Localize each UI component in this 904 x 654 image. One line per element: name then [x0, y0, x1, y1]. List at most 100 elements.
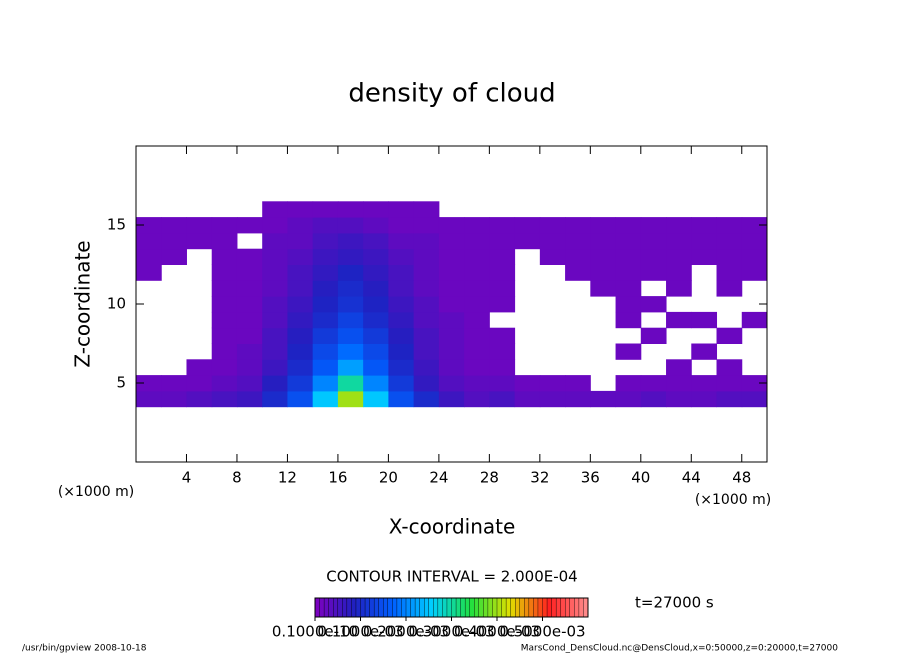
- cell: [539, 232, 566, 250]
- x-tick-label: 8: [232, 469, 242, 487]
- cell: [640, 296, 667, 313]
- cell: [136, 217, 162, 234]
- x-tick-label: 40: [631, 469, 650, 487]
- cell: [640, 217, 667, 234]
- cell: [615, 390, 642, 408]
- cell: [590, 280, 617, 297]
- cell: [413, 343, 440, 360]
- cell: [262, 264, 288, 281]
- cell: [590, 264, 617, 281]
- cell: [363, 217, 389, 234]
- cell: [489, 232, 516, 250]
- x-unit: (×1000 m): [695, 492, 771, 508]
- cell: [262, 311, 288, 329]
- cell: [413, 311, 440, 329]
- cell: [666, 375, 692, 392]
- colorbar-band: [337, 597, 343, 618]
- colorbar-band: [364, 597, 371, 618]
- cell: [287, 217, 314, 234]
- cell: [464, 232, 490, 250]
- colorbar-band: [383, 597, 389, 618]
- cell: [438, 343, 465, 360]
- cell: [716, 375, 743, 392]
- cell: [565, 264, 591, 281]
- cell: [211, 280, 238, 297]
- colorbar-band: [342, 597, 348, 618]
- contour-interval: CONTOUR INTERVAL = 2.000E-04: [326, 568, 577, 586]
- cell: [691, 390, 718, 408]
- cell: [438, 375, 465, 392]
- cell: [236, 264, 263, 281]
- cell: [211, 343, 238, 360]
- cell: [413, 232, 440, 250]
- cell: [514, 232, 541, 250]
- colorbar-band: [492, 597, 498, 618]
- cell: [312, 343, 339, 360]
- cell: [388, 375, 415, 392]
- cell: [438, 217, 465, 234]
- colorbar-band: [401, 597, 407, 618]
- cell: [262, 375, 288, 392]
- cell: [489, 375, 516, 392]
- cell: [666, 280, 692, 297]
- cell: [262, 248, 288, 265]
- colorbar-band: [551, 597, 557, 618]
- colorbar-band: [569, 597, 575, 618]
- cell: [262, 359, 288, 376]
- cell: [615, 311, 642, 329]
- cell: [363, 390, 389, 408]
- cell: [363, 232, 389, 250]
- colorbar-band: [428, 597, 434, 618]
- cell: [363, 201, 389, 218]
- cell: [590, 248, 617, 265]
- cell: [363, 359, 389, 376]
- cell: [161, 390, 187, 408]
- cell: [615, 280, 642, 297]
- cell: [211, 232, 238, 250]
- cell: [514, 217, 541, 234]
- colorbar-band: [319, 597, 325, 618]
- x-tick-label: 44: [682, 469, 701, 487]
- cell: [287, 390, 314, 408]
- colorbar-band: [314, 597, 321, 618]
- cell: [438, 359, 465, 376]
- cell: [716, 359, 743, 376]
- cell: [741, 248, 768, 265]
- colorbar-band: [560, 597, 566, 618]
- cell: [211, 296, 238, 313]
- cell: [413, 327, 440, 344]
- cell: [262, 232, 288, 250]
- cell: [539, 217, 566, 234]
- cell: [363, 311, 389, 329]
- cell: [741, 232, 768, 250]
- cell: [489, 280, 516, 297]
- cell: [489, 343, 516, 360]
- cell: [287, 232, 314, 250]
- cell: [388, 217, 415, 234]
- colorbar-tick-label: 0.1000e-10: [272, 623, 358, 641]
- cell: [388, 280, 415, 297]
- colorbar-tick-label: 0.3000e-03: [408, 623, 494, 641]
- cell: [388, 390, 415, 408]
- colorbar-band: [474, 597, 480, 618]
- cell: [464, 217, 490, 234]
- cell: [464, 343, 490, 360]
- cell: [438, 232, 465, 250]
- cell: [565, 248, 591, 265]
- cell: [640, 375, 667, 392]
- cell: [691, 343, 718, 360]
- cell: [489, 264, 516, 281]
- cell: [413, 280, 440, 297]
- cell: [413, 217, 440, 234]
- cell: [514, 390, 541, 408]
- cell: [464, 311, 490, 329]
- colorbar-band: [414, 597, 421, 618]
- cell: [337, 248, 364, 265]
- colorbar-band: [392, 597, 398, 618]
- colorbar-band: [455, 597, 462, 618]
- cell: [136, 264, 162, 281]
- cell: [287, 248, 314, 265]
- cell: [363, 327, 389, 344]
- x-axis-title: X-coordinate: [389, 515, 516, 539]
